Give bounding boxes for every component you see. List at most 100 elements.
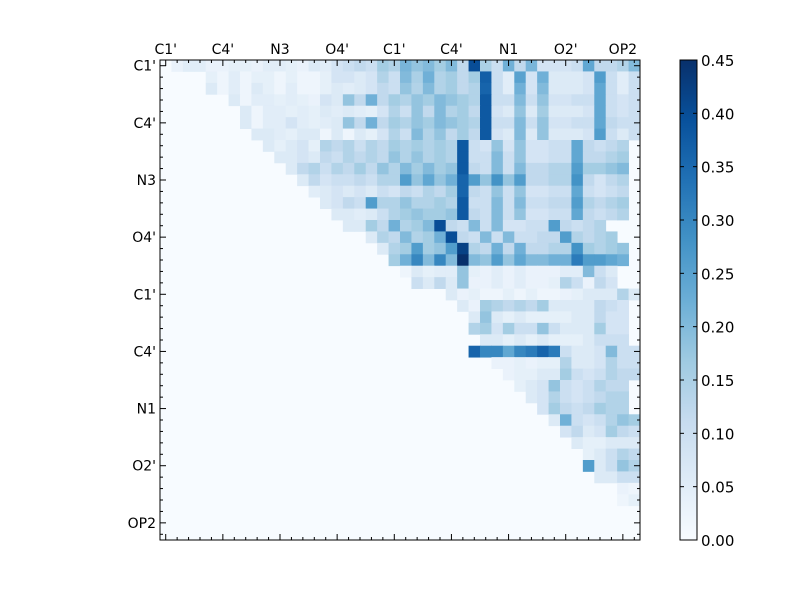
heatmap-cell xyxy=(525,334,538,347)
heatmap-cell xyxy=(262,94,275,107)
heatmap-cell xyxy=(434,151,447,164)
heatmap-cell xyxy=(560,82,572,95)
heatmap-cell xyxy=(422,140,435,152)
heatmap-cell xyxy=(422,265,435,278)
heatmap-cell xyxy=(537,345,549,358)
heatmap-cell xyxy=(400,117,412,129)
heatmap-cell xyxy=(320,82,332,95)
heatmap-cell xyxy=(422,82,435,95)
heatmap-cell xyxy=(537,71,549,84)
x-tick-label: OP2 xyxy=(609,42,637,58)
heatmap-cell xyxy=(617,140,629,152)
heatmap-cell xyxy=(594,345,607,358)
heatmap-cell xyxy=(582,174,595,187)
heatmap-cell xyxy=(548,288,561,301)
heatmap-cell xyxy=(491,277,504,289)
heatmap-cell xyxy=(537,105,549,118)
heatmap-cell xyxy=(548,265,561,278)
heatmap-cell xyxy=(594,322,607,335)
heatmap-cell xyxy=(628,357,641,369)
heatmap-cell xyxy=(594,208,607,221)
heatmap-cell xyxy=(571,242,584,255)
heatmap-cell xyxy=(457,82,469,95)
heatmap-cell xyxy=(422,60,435,72)
heatmap-cell xyxy=(228,60,241,72)
heatmap-cell xyxy=(560,300,572,312)
heatmap-cell xyxy=(468,345,481,358)
heatmap-cell xyxy=(445,105,458,118)
heatmap-cell xyxy=(571,265,584,278)
heatmap-cell xyxy=(308,94,321,107)
heatmap-cell xyxy=(422,117,435,129)
heatmap-cell xyxy=(445,151,458,164)
heatmap-cell xyxy=(365,128,378,141)
heatmap-cell xyxy=(594,128,607,141)
heatmap-cell xyxy=(457,300,469,312)
heatmap-cell xyxy=(422,208,435,221)
heatmap-cell xyxy=(548,231,561,244)
heatmap-cell xyxy=(502,94,515,107)
heatmap-cell xyxy=(525,197,538,209)
heatmap-cell xyxy=(617,311,629,324)
heatmap-cell xyxy=(560,71,572,84)
heatmap-cell xyxy=(605,71,618,84)
heatmap-cell xyxy=(617,105,629,118)
heatmap-cell xyxy=(377,185,389,198)
heatmap-cell xyxy=(308,82,321,95)
heatmap-cell xyxy=(480,288,492,301)
heatmap-cell xyxy=(582,254,595,267)
heatmap-cell xyxy=(605,140,618,152)
heatmap-cell xyxy=(560,334,572,347)
heatmap-cell xyxy=(582,220,595,232)
heatmap-cell xyxy=(457,105,469,118)
heatmap-cell xyxy=(274,140,287,152)
heatmap-cell xyxy=(308,185,321,198)
heatmap-cell xyxy=(525,368,538,381)
heatmap-cell xyxy=(628,482,641,495)
heatmap-cell xyxy=(548,334,561,347)
heatmap-cell xyxy=(582,140,595,152)
heatmap-cell xyxy=(617,402,629,415)
x-tick-labels: C1' C4' N3 O4' C1' C4' N1 O2' OP2 xyxy=(154,42,637,58)
heatmap-cell xyxy=(525,265,538,278)
heatmap-cell xyxy=(434,185,447,198)
heatmap-cell xyxy=(571,220,584,232)
heatmap-cell xyxy=(548,368,561,381)
heatmap-cell xyxy=(468,277,481,289)
heatmap-cell xyxy=(262,128,275,141)
heatmap-cell xyxy=(560,368,572,381)
heatmap-cell xyxy=(628,414,641,427)
heatmap-cell xyxy=(617,425,629,438)
heatmap-cell xyxy=(514,151,527,164)
heatmap-cell xyxy=(262,60,275,72)
heatmap-cell xyxy=(537,242,549,255)
heatmap-cell xyxy=(571,437,584,449)
heatmap-cell xyxy=(605,391,618,404)
heatmap-cell xyxy=(342,94,355,107)
heatmap-cell xyxy=(594,94,607,107)
heatmap-cell xyxy=(571,254,584,267)
heatmap-cell xyxy=(468,242,481,255)
heatmap-cell xyxy=(582,105,595,118)
heatmap-cell xyxy=(320,197,332,209)
heatmap-cell xyxy=(537,140,549,152)
heatmap-cell xyxy=(457,140,469,152)
heatmap-cell xyxy=(525,94,538,107)
heatmap-cell xyxy=(434,140,447,152)
heatmap-cell xyxy=(445,220,458,232)
heatmap-cell xyxy=(468,105,481,118)
heatmap-cell xyxy=(468,300,481,312)
heatmap-cell xyxy=(502,345,515,358)
heatmap-cell xyxy=(537,311,549,324)
heatmap-cell xyxy=(525,277,538,289)
heatmap-cell xyxy=(605,414,618,427)
colorbar-tick-label: 0.20 xyxy=(701,319,734,337)
heatmap-cell xyxy=(560,105,572,118)
heatmap-cell xyxy=(491,197,504,209)
heatmap-cell xyxy=(422,151,435,164)
heatmap-cell xyxy=(514,242,527,255)
heatmap-cell xyxy=(582,60,595,72)
heatmap-cell xyxy=(411,162,424,175)
heatmap-cell xyxy=(571,60,584,72)
